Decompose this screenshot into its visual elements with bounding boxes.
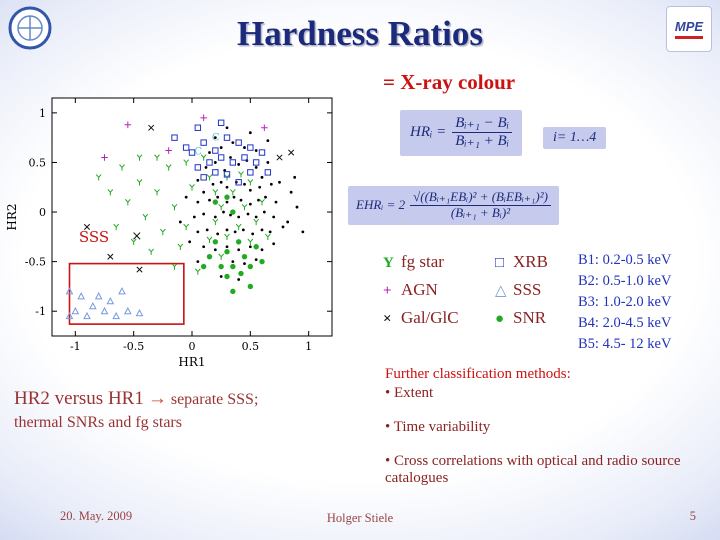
mpe-logo: MPE [666, 6, 712, 52]
fg-star-icon: Y [383, 255, 394, 271]
hr-scatter-plot: -1 -0.5 0 0.5 1 -1 -0.5 0 0.5 1 HR1 HR2 SSS × CC [5, 97, 333, 369]
svg-text:C: C [212, 133, 220, 144]
legend-item-snr: ● SNR [495, 308, 579, 336]
svg-text:SSS: SSS [79, 228, 109, 246]
svg-text:HR1: HR1 [178, 355, 205, 369]
method-time-variability: • Time variability [385, 419, 491, 435]
cross-icon: × [383, 311, 392, 327]
footer-author: Holger Stiele [326, 511, 394, 525]
subtitle: = X-ray colour [383, 70, 516, 94]
svg-text:-0.5: -0.5 [123, 340, 144, 353]
svg-text:-0.5: -0.5 [25, 256, 46, 269]
mpe-logo-text: MPE [674, 19, 704, 39]
plus-icon: + [383, 283, 392, 299]
svg-text:-1: -1 [70, 340, 81, 353]
svg-text:1: 1 [39, 107, 46, 120]
svg-text:-1: -1 [35, 305, 46, 318]
legend-label: Gal/GlC [401, 308, 459, 327]
page-title: Hardness Ratios [237, 14, 483, 53]
triangle-icon: △ [495, 283, 507, 299]
svg-text:C: C [194, 147, 202, 158]
result-caption: HR2 versus HR1 → separate SSS; thermal S… [14, 388, 364, 432]
energy-band-b4: B4: 2.0-4.5 keV [578, 315, 672, 331]
energy-band-b3: B3: 1.0-2.0 keV [578, 294, 672, 310]
footer-date: 20. May. 2009 [60, 509, 133, 523]
caption-line2: thermal SNRs and fg stars [14, 414, 182, 431]
hr-formula: HRᵢ = Bᵢ₊₁ − Bᵢ Bᵢ₊₁ + Bᵢ [400, 110, 523, 156]
svg-text:×: × [131, 229, 142, 244]
svg-text:0: 0 [189, 340, 196, 353]
legend-label: AGN [401, 280, 438, 299]
legend-item-sss: △ SSS [495, 280, 579, 308]
hr-formula-numerator: Bᵢ₊₁ − Bᵢ [452, 115, 513, 134]
arrow-icon: → [147, 388, 167, 409]
institute-logo-graphic [8, 6, 52, 50]
ehr-formula: EHRᵢ = 2 √((Bᵢ₊₁EBᵢ)² + (BᵢEBᵢ₊₁)²) (Bᵢ₊… [348, 186, 559, 225]
hr-formula-fraction: Bᵢ₊₁ − Bᵢ Bᵢ₊₁ + Bᵢ [452, 115, 513, 151]
ehr-formula-denominator: (Bᵢ₊₁ + Bᵢ)² [450, 204, 511, 220]
caption-lead: HR2 versus HR1 [14, 388, 144, 409]
legend-item-gal-glc: × Gal/GlC [383, 308, 495, 336]
method-extent: • Extent [385, 385, 434, 401]
ehr-formula-lhs: EHRᵢ = 2 [356, 197, 406, 213]
caption-rest: separate SSS; [170, 391, 259, 408]
legend-label: fg star [401, 252, 444, 271]
footer-page-number: 5 [689, 509, 696, 523]
legend-item-xrb: □ XRB [495, 252, 579, 280]
filled-circle-icon: ● [495, 311, 505, 327]
method-cross-correlations: • Cross correlations with optical and ra… [385, 453, 681, 486]
energy-bands: B1: 0.2-0.5 keV B2: 0.5-1.0 keV B3: 1.0-… [578, 250, 671, 355]
legend-label: SNR [513, 308, 547, 327]
institute-logo [8, 6, 52, 50]
svg-text:HR2: HR2 [5, 203, 19, 230]
ehr-formula-numerator: √((Bᵢ₊₁EBᵢ)² + (BᵢEBᵢ₊₁)²) [410, 189, 551, 206]
svg-text:0.5: 0.5 [242, 340, 260, 353]
svg-text:0.5: 0.5 [29, 156, 47, 169]
methods-header: Further classification methods: [385, 366, 571, 382]
ehr-formula-fraction: √((Bᵢ₊₁EBᵢ)² + (BᵢEBᵢ₊₁)²) (Bᵢ₊₁ + Bᵢ)² [410, 189, 551, 221]
legend-item-agn: + AGN [383, 280, 495, 308]
energy-band-b1: B1: 0.2-0.5 keV [578, 252, 672, 268]
classification-methods: Further classification methods: • Extent… [385, 366, 687, 487]
index-note: i= 1…4 [543, 127, 607, 149]
legend-label: SSS [513, 280, 542, 299]
hr-formula-denominator: Bᵢ₊₁ + Bᵢ [455, 133, 510, 150]
svg-text:0: 0 [39, 206, 46, 219]
energy-band-b5: B5: 4.5- 12 keV [578, 336, 672, 352]
hr-formula-lhs: HRᵢ = [410, 124, 447, 141]
svg-text:1: 1 [305, 340, 312, 353]
square-icon: □ [495, 255, 505, 271]
energy-band-b2: B2: 0.5-1.0 keV [578, 273, 672, 289]
legend-label: XRB [513, 252, 548, 271]
